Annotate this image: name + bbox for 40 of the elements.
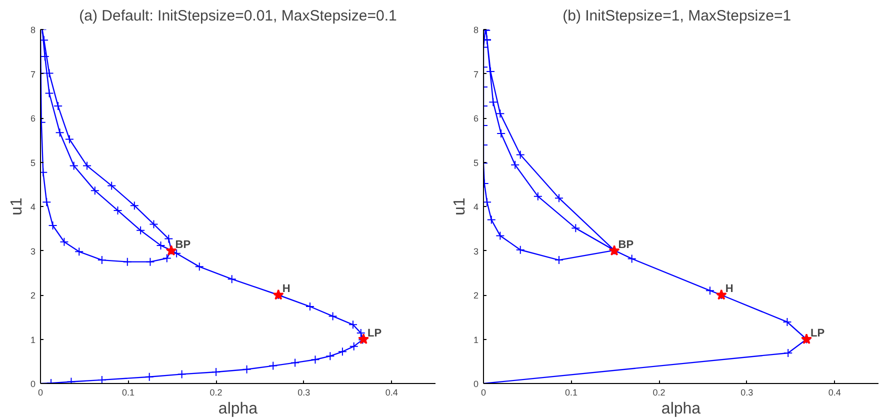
- y-tick-label: 8: [30, 25, 36, 35]
- x-tick-label: 0.1: [565, 388, 578, 398]
- x-axis-title: alpha: [661, 400, 701, 418]
- y-axis-title: u1: [451, 198, 468, 216]
- x-tick-label: 0.2: [652, 388, 666, 398]
- y-tick-label: 0: [30, 379, 36, 389]
- y-tick-label: 4: [473, 202, 479, 212]
- y-tick-label: 2: [473, 290, 479, 300]
- x-tick-label: 0.1: [122, 388, 135, 398]
- x-tick-label: 0.2: [210, 388, 222, 398]
- x-tick-label: 0.3: [740, 388, 754, 398]
- annotation: BP: [618, 238, 634, 251]
- x-tick-label: 0.3: [298, 388, 310, 398]
- y-tick-label: 6: [30, 114, 36, 124]
- annotation: H: [725, 283, 734, 295]
- annotation: LP: [810, 327, 825, 340]
- annotation: LP: [368, 327, 382, 340]
- x-axis-title: alpha: [218, 400, 258, 418]
- y-tick-label: 4: [30, 202, 36, 212]
- annotation: H: [282, 283, 290, 295]
- x-tick-label: 0: [480, 388, 486, 398]
- y-tick-label: 0: [473, 379, 479, 389]
- x-tick-label: 0: [38, 388, 44, 398]
- y-tick-label: 5: [30, 158, 36, 168]
- y-tick-label: 1: [30, 334, 36, 345]
- y-tick-label: 2: [30, 290, 36, 300]
- chart-title: (a) Default: InitStepsize=0.01, MaxStepsize=0.1: [79, 8, 397, 24]
- x-tick-label: 0.4: [385, 388, 398, 398]
- chart-title: (b) InitStepsize=1, MaxStepsize=1: [562, 8, 792, 24]
- x-tick-label: 0.4: [828, 388, 841, 398]
- y-tick-label: 5: [473, 158, 479, 168]
- y-tick-label: 1: [473, 334, 479, 345]
- y-tick-label: 7: [30, 69, 36, 80]
- y-tick-label: 6: [473, 114, 479, 124]
- y-tick-label: 3: [30, 246, 36, 256]
- y-tick-label: 3: [473, 246, 479, 256]
- y-tick-label: 8: [473, 25, 479, 35]
- annotation: BP: [175, 238, 191, 251]
- y-axis-title: u1: [8, 198, 26, 216]
- y-tick-label: 7: [473, 69, 479, 80]
